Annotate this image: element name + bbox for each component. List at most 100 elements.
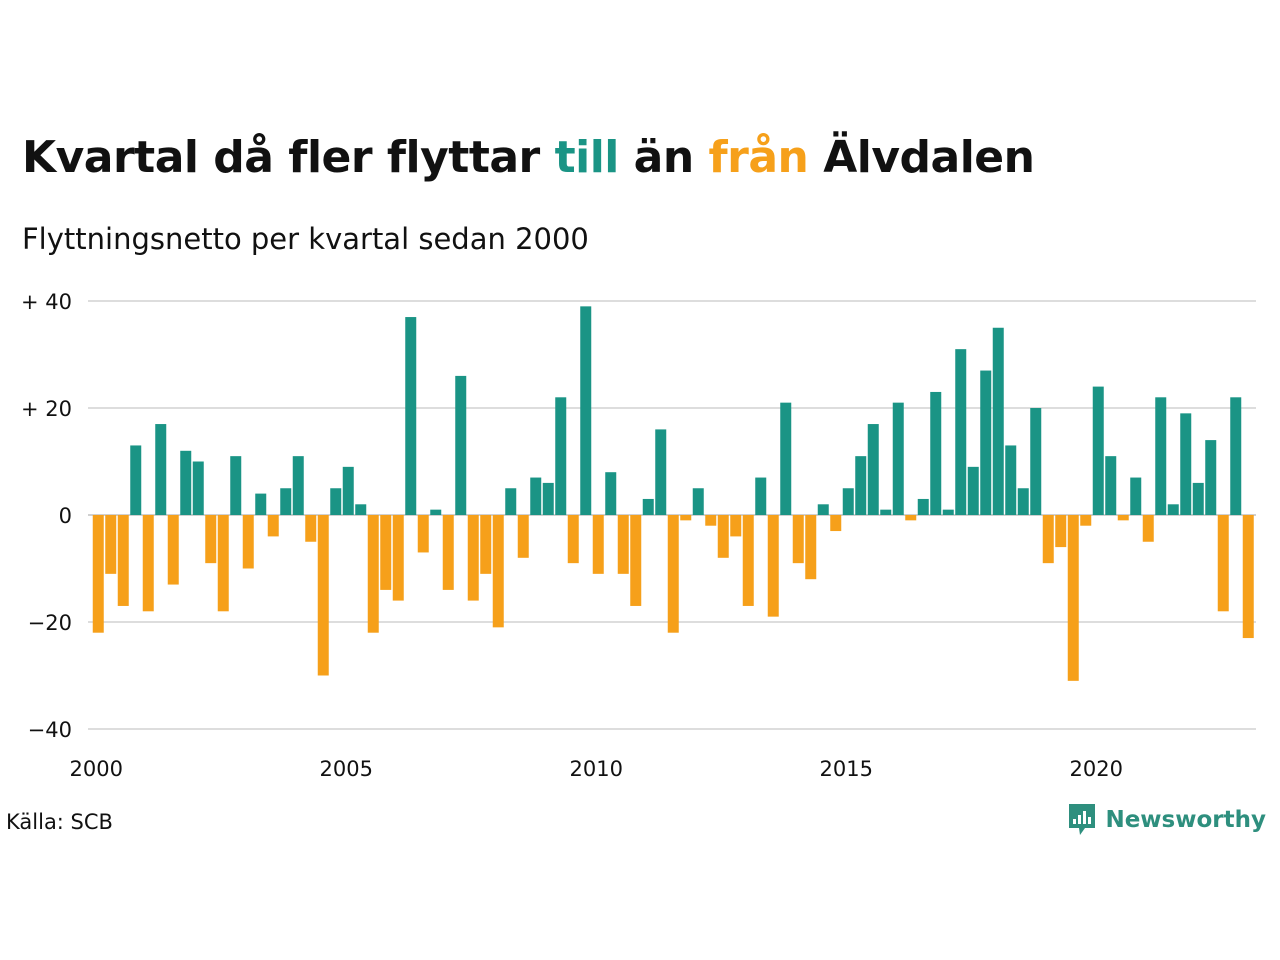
bar-positive	[1205, 440, 1217, 515]
bar-positive	[280, 488, 292, 515]
bar-positive	[1005, 445, 1017, 515]
bar-negative	[242, 515, 254, 569]
bar-positive	[455, 375, 467, 515]
bar-positive	[642, 498, 654, 515]
bar-negative	[480, 515, 492, 574]
bar-negative	[705, 515, 717, 526]
chart-subtitle: Flyttningsnetto per kvartal sedan 2000	[22, 222, 589, 256]
bar-negative	[742, 515, 754, 606]
y-tick-label: + 20	[21, 397, 72, 421]
bar-positive	[405, 317, 417, 515]
bar-negative	[1242, 515, 1254, 639]
brand: Newsworthy	[1067, 802, 1266, 838]
x-tick-label: 2015	[820, 757, 873, 781]
bar-positive	[842, 488, 854, 515]
bar-positive	[942, 509, 954, 515]
bar-positive	[342, 466, 354, 515]
title-part-1: Kvartal då fler flyttar	[22, 132, 555, 183]
bar-chart: + 40 + 20 0 −20 −40 2000 2005 2010 2015 2020	[21, 290, 1256, 781]
bar-positive	[130, 445, 142, 515]
bar-positive	[1230, 397, 1242, 515]
bar-positive	[930, 391, 942, 515]
y-tick-label: −20	[28, 611, 72, 635]
bar-negative	[517, 515, 529, 558]
bar-positive	[867, 424, 879, 515]
bar-negative	[392, 515, 404, 601]
bar-negative	[1042, 515, 1054, 564]
bar-positive	[955, 349, 967, 515]
title-part-2: än	[618, 132, 709, 183]
bar-positive	[230, 456, 242, 515]
bar-positive	[755, 477, 767, 515]
bar-positive	[780, 402, 792, 515]
x-tick-label: 2020	[1070, 757, 1123, 781]
bar-positive	[1192, 482, 1204, 515]
x-tick-label: 2005	[320, 757, 373, 781]
x-tick-label: 2010	[570, 757, 623, 781]
bar-positive	[692, 488, 704, 515]
bar-positive	[1030, 408, 1042, 515]
bar-negative	[717, 515, 729, 558]
bar-negative	[105, 515, 117, 574]
bar-positive	[917, 498, 929, 515]
bar-negative	[380, 515, 392, 590]
bar-positive	[430, 509, 442, 515]
bar-negative	[592, 515, 604, 574]
bar-negative	[442, 515, 454, 590]
bar-negative	[1142, 515, 1154, 542]
title-part-3: Älvdalen	[808, 132, 1035, 183]
bar-positive	[880, 509, 892, 515]
newsworthy-logo-icon	[1069, 804, 1096, 835]
bar-negative	[1117, 515, 1129, 521]
bar-negative	[1217, 515, 1229, 612]
bar-positive	[855, 456, 867, 515]
bar-negative	[567, 515, 579, 564]
y-tick-label: −40	[28, 718, 72, 742]
bar-negative	[792, 515, 804, 564]
bar-negative	[367, 515, 379, 633]
bar-negative	[667, 515, 679, 633]
bar-negative	[167, 515, 179, 585]
bar-positive	[1017, 488, 1029, 515]
x-axis-ticks: 2000 2005 2010 2015 2020	[70, 757, 1123, 781]
bar-negative	[492, 515, 504, 628]
bar-negative	[467, 515, 479, 601]
bar-positive	[980, 370, 992, 515]
bar-negative	[767, 515, 779, 617]
bar-positive	[817, 504, 829, 515]
bar-positive	[292, 456, 304, 515]
bar-positive	[542, 482, 554, 515]
bar-positive	[505, 488, 517, 515]
bar-negative	[905, 515, 917, 521]
bar-negative	[117, 515, 129, 606]
bars	[92, 306, 1254, 681]
bar-positive	[355, 504, 367, 515]
bar-negative	[92, 515, 104, 633]
bar-positive	[892, 402, 904, 515]
bar-negative	[1080, 515, 1092, 526]
bar-positive	[555, 397, 567, 515]
bar-positive	[1105, 456, 1117, 515]
bar-positive	[967, 466, 979, 515]
bar-positive	[1155, 397, 1167, 515]
bar-positive	[255, 493, 267, 515]
bar-positive	[192, 461, 204, 515]
bar-positive	[605, 472, 617, 515]
source-label: Källa: SCB	[6, 810, 113, 834]
bar-positive	[1092, 386, 1104, 515]
bar-positive	[155, 424, 167, 515]
bar-negative	[205, 515, 217, 564]
chart-title: Kvartal då fler flyttar till än från Älv…	[22, 132, 1035, 183]
bar-negative	[305, 515, 317, 542]
bar-positive	[1167, 504, 1179, 515]
bar-positive	[580, 306, 592, 515]
bar-positive	[530, 477, 542, 515]
bar-negative	[830, 515, 842, 532]
bar-negative	[630, 515, 642, 606]
bar-negative	[805, 515, 817, 580]
title-highlight-in: till	[554, 132, 620, 183]
bar-negative	[617, 515, 629, 574]
bar-negative	[142, 515, 154, 612]
bar-positive	[655, 429, 667, 515]
bar-negative	[680, 515, 692, 521]
